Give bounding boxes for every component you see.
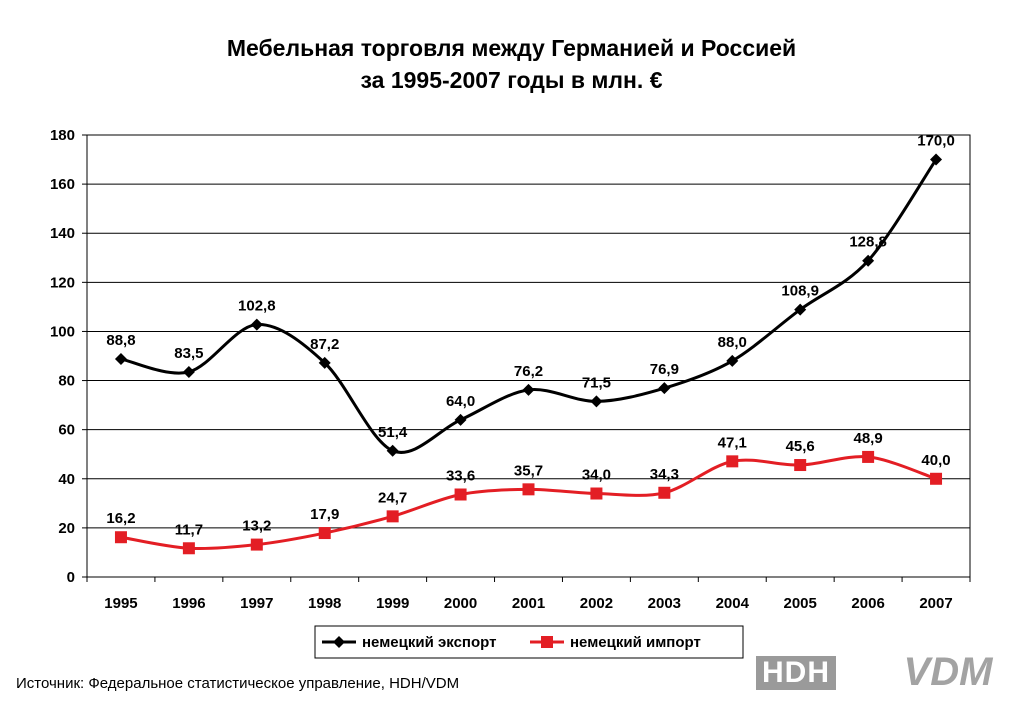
legend-item-import-label: немецкий импорт: [570, 634, 701, 651]
export-point: [522, 383, 535, 396]
x-tick-label: 2001: [512, 595, 545, 612]
hdh-logo: HDH: [756, 656, 836, 690]
x-tick-label: 2000: [444, 595, 477, 612]
import-point: [318, 527, 331, 540]
y-tick-label: 80: [58, 373, 75, 390]
x-tick-label: 2002: [580, 595, 613, 612]
export-data-label: 102,8: [238, 298, 276, 315]
y-tick-label: 180: [50, 127, 75, 144]
import-point: [930, 472, 943, 485]
source-note: Источник: Федеральное статистическое упр…: [16, 675, 460, 692]
import-point: [658, 486, 671, 499]
export-data-label: 64,0: [446, 393, 475, 410]
import-data-label: 34,0: [582, 467, 611, 484]
import-point: [386, 510, 399, 523]
plot-area: [86, 134, 971, 578]
x-tick-label: 1995: [104, 595, 137, 612]
export-point: [862, 254, 875, 267]
export-data-label: 108,9: [781, 283, 819, 300]
y-tick-label: 100: [50, 323, 75, 340]
chart-title-line2: за 1995-2007 годы в млн. €: [360, 67, 663, 93]
chart-title: Мебельная торговля между Германией и Рос…: [0, 32, 1023, 96]
import-data-label: 16,2: [106, 510, 135, 527]
y-tick-label: 0: [67, 569, 75, 586]
export-point: [726, 354, 739, 367]
vdm-logo: VDM: [903, 650, 993, 694]
y-tick-label: 20: [58, 520, 75, 537]
legend-item-export-marker: [333, 636, 345, 648]
import-point: [590, 487, 603, 500]
export-data-label: 51,4: [378, 424, 408, 441]
chart-title-line1: Мебельная торговля между Германией и Рос…: [226, 35, 797, 61]
legend-item-export-label: немецкий экспорт: [362, 634, 496, 651]
export-data-label: 87,2: [310, 336, 339, 353]
x-tick-label: 1998: [308, 595, 341, 612]
import-data-label: 34,3: [650, 466, 679, 483]
x-tick-label: 2003: [648, 595, 681, 612]
x-tick-label: 1997: [240, 595, 273, 612]
export-data-label: 76,2: [514, 363, 543, 380]
export-data-label: 128,8: [849, 234, 887, 251]
import-point: [454, 488, 467, 501]
import-point: [862, 450, 875, 463]
export-data-label: 71,5: [582, 374, 611, 391]
import-point: [794, 459, 807, 472]
import-data-label: 33,6: [446, 467, 475, 484]
export-point: [386, 444, 399, 457]
export-point: [658, 382, 671, 395]
y-tick-label: 160: [50, 176, 75, 193]
import-data-label: 40,0: [921, 452, 950, 469]
x-tick-label: 2005: [784, 595, 817, 612]
export-point: [182, 365, 195, 378]
import-data-label: 13,2: [242, 518, 271, 535]
x-tick-label: 2004: [716, 595, 750, 612]
y-tick-label: 120: [50, 274, 75, 291]
import-data-label: 11,7: [175, 521, 203, 538]
export-point: [794, 303, 807, 316]
x-tick-label: 2006: [851, 595, 884, 612]
import-data-label: 48,9: [854, 430, 883, 447]
legend: [314, 625, 744, 659]
import-point: [522, 483, 535, 496]
export-point: [454, 413, 467, 426]
import-data-label: 17,9: [310, 506, 339, 523]
export-data-label: 76,9: [650, 361, 679, 378]
y-tick-label: 60: [58, 422, 75, 439]
import-point: [182, 542, 195, 555]
x-tick-label: 2007: [919, 595, 952, 612]
import-point: [726, 455, 739, 468]
y-tick-label: 40: [58, 471, 75, 488]
export-point: [114, 352, 127, 365]
export-data-label: 83,5: [174, 345, 203, 362]
export-point: [590, 395, 603, 408]
import-point: [250, 538, 263, 551]
export-data-label: 170,0: [917, 133, 955, 150]
export-point: [250, 318, 263, 331]
export-data-label: 88,8: [106, 332, 135, 349]
import-data-label: 45,6: [786, 438, 815, 455]
export-point: [318, 356, 331, 369]
legend-item-import-marker: [541, 636, 553, 648]
export-data-label: 88,0: [718, 334, 747, 351]
import-data-label: 24,7: [378, 489, 407, 506]
import-data-label: 47,1: [718, 434, 747, 451]
import-data-label: 35,7: [514, 462, 543, 479]
y-tick-label: 140: [50, 225, 75, 242]
x-tick-label: 1996: [172, 595, 205, 612]
export-point: [930, 153, 943, 166]
x-tick-label: 1999: [376, 595, 409, 612]
import-point: [114, 531, 127, 544]
